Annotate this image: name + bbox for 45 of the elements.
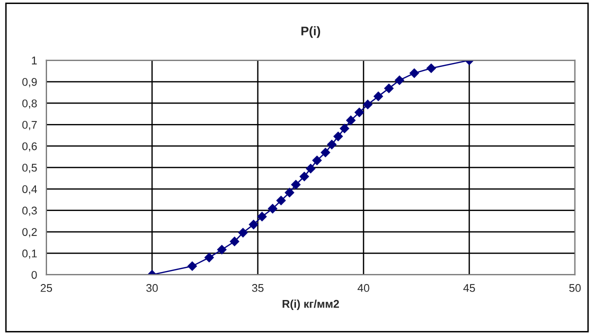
y-tick-label: 0,4 [22,185,37,194]
y-tick-label: 0,8 [22,99,37,109]
point [230,236,240,246]
x-tick-label: 30 [146,284,158,292]
point [188,262,197,271]
point [374,92,383,101]
y-tick-label: 0 [32,270,37,279]
point [204,252,214,262]
x-tick-label: 35 [252,284,264,292]
x-axis-title: R(i) кг/мм2 [282,300,339,310]
point [384,84,394,94]
point [394,76,404,85]
point [284,188,294,198]
x-tick-label: 50 [569,284,581,292]
point [257,212,267,222]
x-tick-label: 40 [358,284,370,292]
point [300,172,309,182]
point [354,108,364,118]
point [410,68,419,78]
point [320,148,330,158]
point [426,64,436,73]
point [334,132,343,142]
y-tick-label: 0,9 [22,78,37,88]
point [340,124,350,134]
point [238,228,248,238]
point [306,164,316,174]
y-tick-label: 0,2 [22,228,37,238]
point [276,196,286,206]
y-tick-label: 0,3 [22,206,37,216]
y-tick-label: 0,1 [22,250,37,259]
point [217,244,226,254]
point [327,140,336,150]
point [268,204,278,214]
point [363,100,372,110]
x-tick-label: 25 [40,284,52,292]
chart-title: P(i) [301,26,320,38]
x-tick-label: 45 [463,284,475,292]
y-tick-label: 1 [32,56,37,64]
y-tick-label: 0,6 [22,142,37,152]
y-tick-label: 0,5 [22,164,37,173]
y-tick-label: 0,7 [22,120,37,130]
point [248,220,258,230]
point [312,156,322,166]
point [346,116,356,125]
point [291,180,300,190]
